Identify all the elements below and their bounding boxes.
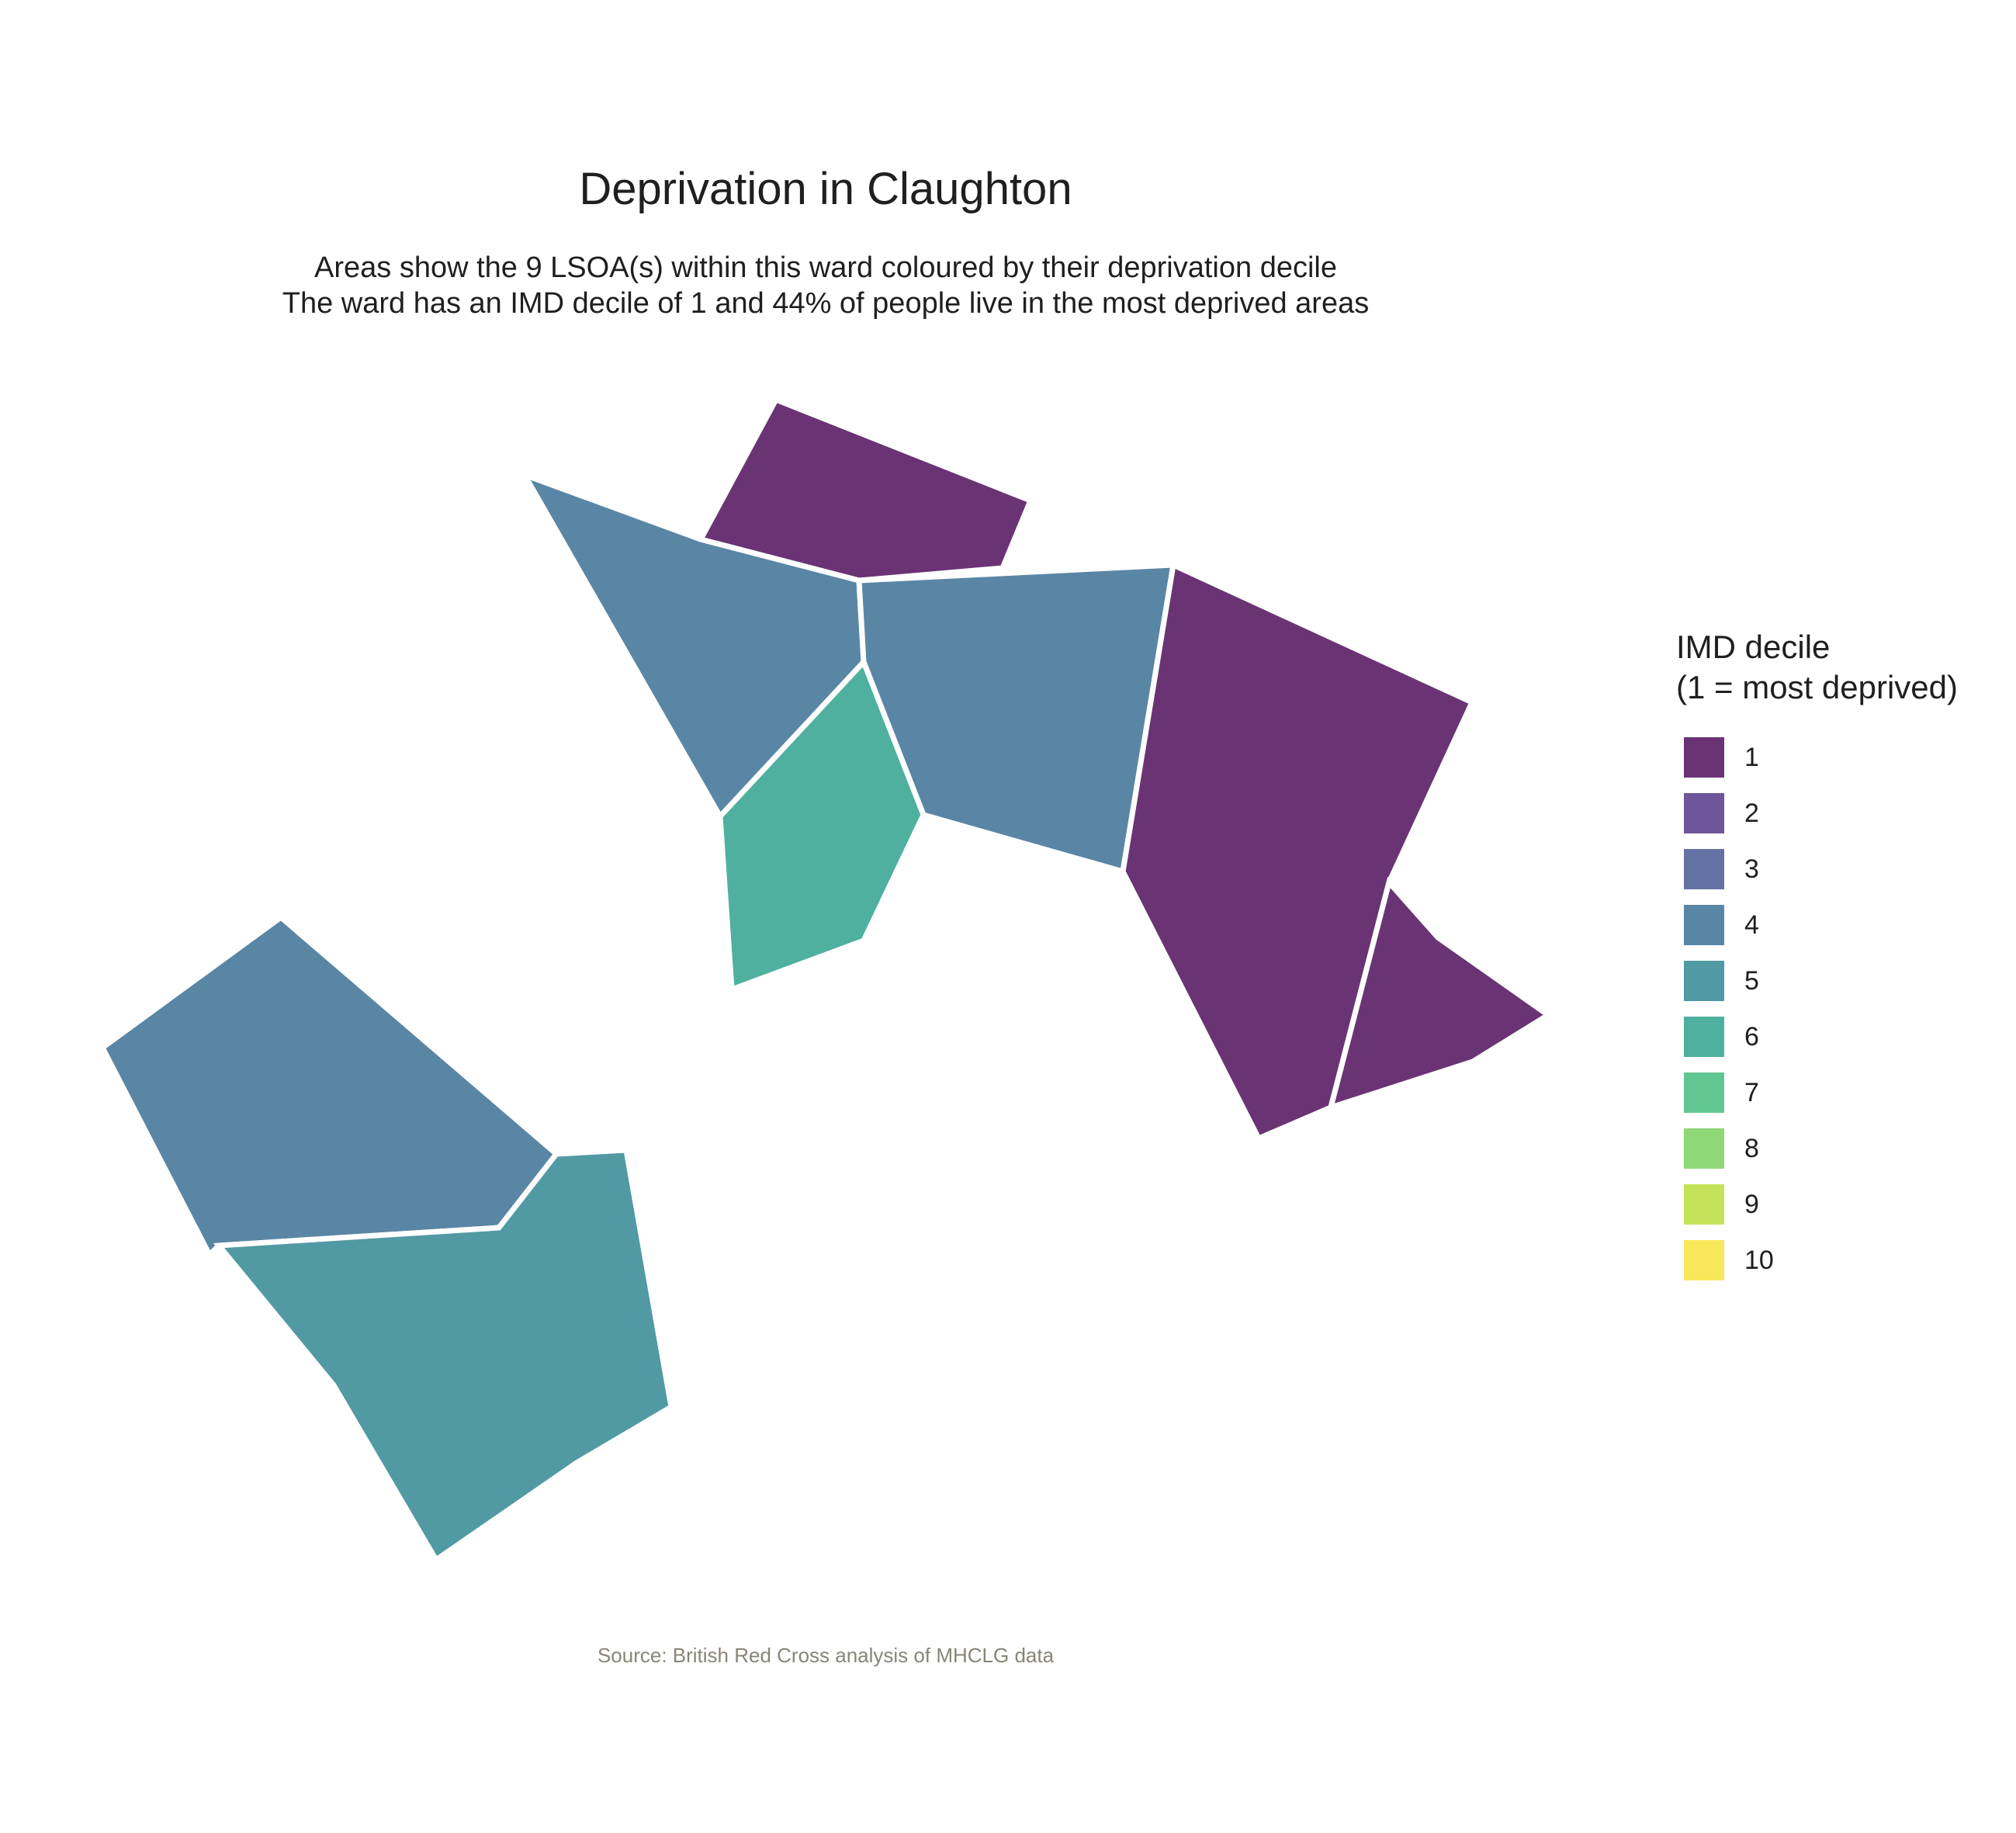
legend-label-10: 10 bbox=[1744, 1245, 1774, 1275]
legend-item-10: 10 bbox=[1676, 1232, 1958, 1288]
lsoa-center-small[interactable] bbox=[717, 657, 927, 993]
legend-label-1: 1 bbox=[1744, 742, 1759, 772]
legend-item-2: 2 bbox=[1676, 785, 1958, 841]
legend-swatch-10 bbox=[1684, 1240, 1724, 1280]
legend-label-6: 6 bbox=[1744, 1021, 1759, 1052]
legend-swatch-2 bbox=[1684, 793, 1724, 833]
legend-swatch-1 bbox=[1684, 737, 1724, 778]
legend-swatch-5 bbox=[1684, 961, 1724, 1001]
legend-label-8: 8 bbox=[1744, 1133, 1759, 1163]
legend-swatch-4 bbox=[1684, 905, 1724, 945]
lsoa-central[interactable] bbox=[856, 562, 1177, 875]
legend-item-4: 4 bbox=[1676, 897, 1958, 953]
legend-label-9: 9 bbox=[1744, 1189, 1759, 1219]
legend: IMD decile (1 = most deprived) 1 2 3 4 5… bbox=[1676, 627, 1958, 1288]
legend-label-7: 7 bbox=[1744, 1077, 1759, 1107]
legend-item-1: 1 bbox=[1676, 729, 1958, 785]
legend-item-5: 5 bbox=[1676, 953, 1958, 1009]
legend-item-7: 7 bbox=[1676, 1065, 1958, 1121]
legend-swatch-6 bbox=[1684, 1017, 1724, 1057]
chart-subtitle-line-2: The ward has an IMD decile of 1 and 44% … bbox=[282, 287, 1370, 320]
lsoa-southwest-lower[interactable] bbox=[213, 1147, 674, 1564]
legend-label-3: 3 bbox=[1744, 854, 1759, 884]
legend-swatch-7 bbox=[1684, 1072, 1724, 1113]
legend-swatch-9 bbox=[1684, 1184, 1724, 1225]
legend-title: IMD decile (1 = most deprived) bbox=[1676, 627, 1958, 708]
legend-swatch-8 bbox=[1684, 1128, 1724, 1169]
chart-subtitle-line-1: Areas show the 9 LSOA(s) within this war… bbox=[314, 251, 1337, 284]
lsoa-east-small[interactable] bbox=[1327, 876, 1554, 1112]
chart-title: Deprivation in Claughton bbox=[579, 164, 1072, 214]
legend-label-5: 5 bbox=[1744, 965, 1759, 996]
legend-title-line-1: IMD decile bbox=[1676, 629, 1831, 665]
legend-items: 1 2 3 4 5 6 7 8 bbox=[1676, 729, 1958, 1288]
legend-title-line-2: (1 = most deprived) bbox=[1676, 669, 1958, 705]
legend-item-3: 3 bbox=[1676, 841, 1958, 897]
legend-label-4: 4 bbox=[1744, 910, 1759, 940]
legend-item-9: 9 bbox=[1676, 1176, 1958, 1232]
legend-item-8: 8 bbox=[1676, 1121, 1958, 1176]
legend-label-2: 2 bbox=[1744, 798, 1759, 828]
legend-item-6: 6 bbox=[1676, 1009, 1958, 1065]
source-caption: Source: British Red Cross analysis of MH… bbox=[597, 1644, 1055, 1667]
legend-swatch-3 bbox=[1684, 849, 1724, 889]
lsoa-southwest-upper[interactable] bbox=[99, 913, 560, 1260]
